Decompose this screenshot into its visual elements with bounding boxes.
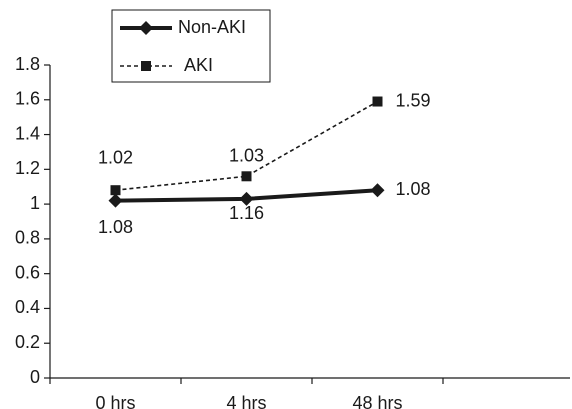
point xyxy=(110,185,121,196)
point xyxy=(239,191,254,206)
point xyxy=(370,183,385,198)
legend-box xyxy=(111,9,271,83)
y-tick-label: 0.4 xyxy=(15,297,40,317)
point xyxy=(139,21,153,35)
point xyxy=(141,61,151,71)
series-line xyxy=(115,100,378,191)
value-label: 1.59 xyxy=(396,90,431,110)
value-label: 1.03 xyxy=(229,146,264,166)
x-tick-label: 4 hrs xyxy=(226,393,266,409)
y-tick-label: 1 xyxy=(30,193,40,213)
y-tick-label: 1.8 xyxy=(15,54,40,74)
y-tick-label: 1.4 xyxy=(15,123,40,143)
y-tick-label: 0.6 xyxy=(15,262,40,282)
y-tick-label: 0.2 xyxy=(15,332,40,352)
x-tick-label: 48 hrs xyxy=(352,393,402,409)
y-tick-label: 1.6 xyxy=(15,89,40,109)
legend-label: AKI xyxy=(184,55,213,75)
point xyxy=(108,193,123,208)
y-tick-label: 0.8 xyxy=(15,228,40,248)
point xyxy=(241,171,252,182)
point xyxy=(372,96,383,107)
y-tick-label: 1.2 xyxy=(15,158,40,178)
value-label: 1.02 xyxy=(98,147,133,167)
value-label: 1.16 xyxy=(229,203,264,223)
legend-label: Non-AKI xyxy=(178,17,246,37)
value-label: 1.08 xyxy=(396,179,431,199)
y-tick-label: 0 xyxy=(30,367,40,387)
value-label: 1.08 xyxy=(98,217,133,237)
x-tick-label: 0 hrs xyxy=(95,393,135,409)
